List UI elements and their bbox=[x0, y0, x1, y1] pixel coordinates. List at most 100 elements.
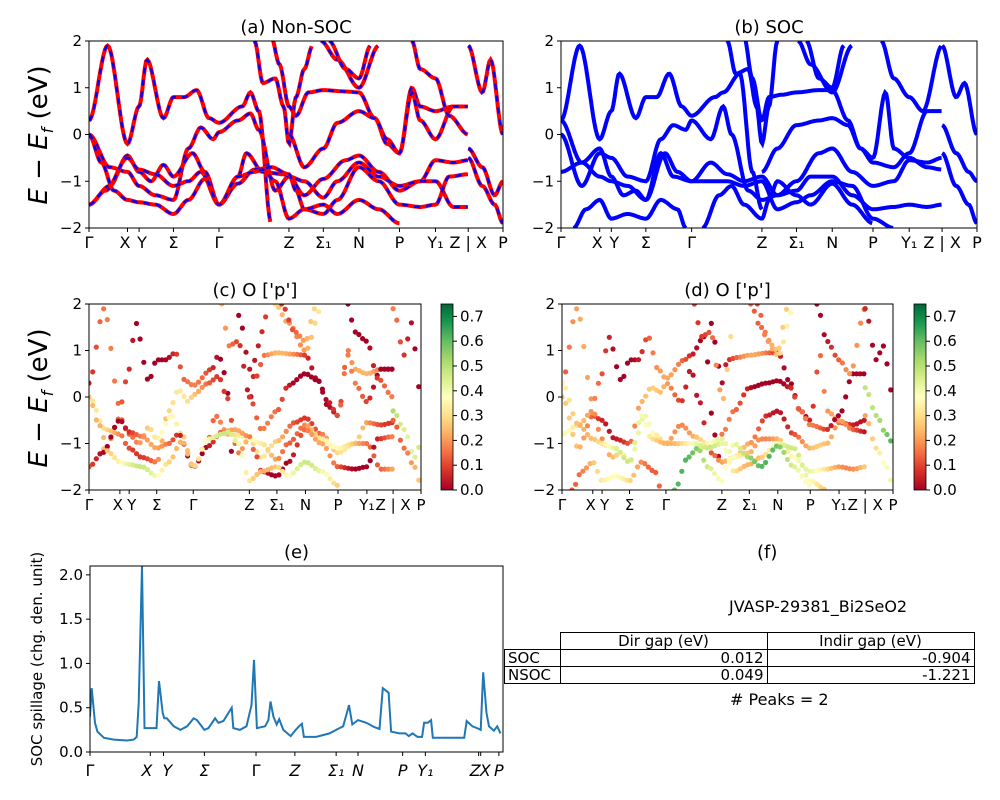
projection-point bbox=[367, 345, 373, 351]
projection-point bbox=[635, 430, 642, 436]
projection-point bbox=[737, 466, 744, 472]
projection-point bbox=[850, 363, 856, 369]
projection-point bbox=[378, 377, 384, 383]
projection-point bbox=[236, 441, 242, 447]
projection-point bbox=[148, 427, 154, 433]
x-tick-label: X bbox=[113, 496, 123, 514]
colorbar-tick-label: 0.7 bbox=[460, 307, 484, 325]
projection-point bbox=[777, 437, 784, 443]
x-tick-label: P bbox=[806, 496, 815, 514]
projection-point bbox=[632, 423, 638, 429]
projection-point bbox=[356, 434, 362, 440]
projection-point bbox=[370, 363, 377, 369]
projection-point bbox=[814, 369, 820, 375]
projection-point bbox=[858, 320, 864, 326]
projection-point bbox=[163, 421, 169, 427]
projection-point bbox=[331, 460, 337, 466]
band-line-soc-overlay bbox=[253, 41, 313, 147]
projection-point bbox=[93, 456, 99, 462]
projection-point bbox=[614, 364, 620, 370]
projection-point bbox=[137, 440, 143, 446]
colorbar-tick-label: 0.0 bbox=[933, 481, 957, 499]
projection-point bbox=[785, 449, 791, 455]
projection-point bbox=[821, 426, 827, 432]
projection-point bbox=[381, 366, 388, 372]
projection-point bbox=[563, 400, 569, 406]
projection-point bbox=[683, 425, 689, 431]
projection-point bbox=[305, 428, 311, 434]
projection-point bbox=[254, 415, 260, 421]
projection-point bbox=[155, 472, 161, 478]
projection-point bbox=[312, 431, 318, 437]
projection-point bbox=[799, 462, 805, 468]
colorbar-tick-label: 0.0 bbox=[460, 481, 484, 499]
projection-point bbox=[312, 465, 318, 472]
projection-point bbox=[394, 317, 400, 323]
projection-point bbox=[776, 345, 782, 351]
band-line-soc bbox=[561, 118, 894, 228]
projection-point bbox=[723, 447, 729, 453]
projection-point bbox=[712, 339, 718, 345]
projection-point bbox=[90, 369, 96, 375]
projection-point bbox=[788, 310, 794, 316]
projection-point bbox=[683, 384, 689, 390]
projection-point bbox=[130, 337, 136, 343]
projection-point bbox=[583, 465, 590, 471]
y-tick-label: 0.5 bbox=[59, 699, 83, 717]
x-tick-label: Z bbox=[717, 496, 727, 514]
projection-point bbox=[748, 455, 754, 461]
band-line-soc bbox=[561, 103, 942, 202]
colorbar-tick-label: 0.2 bbox=[460, 431, 484, 449]
projection-point bbox=[261, 425, 267, 431]
plot-area-a bbox=[89, 41, 503, 226]
projection-point bbox=[639, 398, 645, 405]
band-line-soc-overlay bbox=[328, 41, 372, 80]
projection-point bbox=[781, 416, 787, 422]
projection-point bbox=[349, 317, 355, 323]
projection-point bbox=[185, 379, 191, 385]
projection-point bbox=[93, 417, 99, 423]
projection-point bbox=[174, 351, 180, 357]
projection-point bbox=[646, 335, 653, 341]
projection-point bbox=[261, 453, 267, 459]
y-tick-label: −1 bbox=[533, 435, 555, 453]
projection-point bbox=[877, 350, 883, 356]
y-tick-label: 1 bbox=[72, 342, 82, 360]
projection-point bbox=[621, 373, 627, 379]
projection-point bbox=[758, 312, 764, 318]
projection-point bbox=[566, 397, 572, 403]
band-line-soc-overlay bbox=[410, 41, 469, 136]
projection-point bbox=[861, 429, 867, 435]
projection-point bbox=[293, 329, 299, 335]
y-tick-label: 1.5 bbox=[59, 610, 83, 628]
projection-point bbox=[741, 444, 747, 450]
projection-point bbox=[884, 361, 890, 367]
projection-point bbox=[309, 365, 315, 371]
projection-point bbox=[828, 411, 835, 417]
projection-point bbox=[862, 385, 868, 391]
x-tick-label: Σ bbox=[199, 761, 210, 780]
projection-point bbox=[628, 357, 634, 363]
projection-point bbox=[327, 400, 333, 406]
projection-point bbox=[382, 466, 388, 472]
projection-point bbox=[784, 323, 790, 329]
row-label: NSOC bbox=[504, 666, 561, 684]
projection-point bbox=[748, 449, 754, 455]
projection-point bbox=[724, 366, 730, 373]
projection-point bbox=[360, 393, 366, 399]
projection-point bbox=[283, 428, 289, 434]
projection-point bbox=[408, 460, 414, 466]
projection-point bbox=[192, 382, 198, 388]
projection-point bbox=[792, 464, 798, 470]
projection-point bbox=[390, 417, 396, 423]
projection-point bbox=[265, 420, 271, 426]
y-tick-label: 0 bbox=[72, 388, 82, 406]
projection-point bbox=[796, 452, 802, 458]
projection-point bbox=[606, 428, 612, 434]
projection-point bbox=[356, 331, 362, 338]
projection-point bbox=[634, 464, 641, 470]
projection-point bbox=[697, 436, 704, 443]
projection-point bbox=[754, 304, 760, 307]
projection-point bbox=[824, 426, 831, 432]
x-tick-label: Γ bbox=[558, 496, 567, 514]
